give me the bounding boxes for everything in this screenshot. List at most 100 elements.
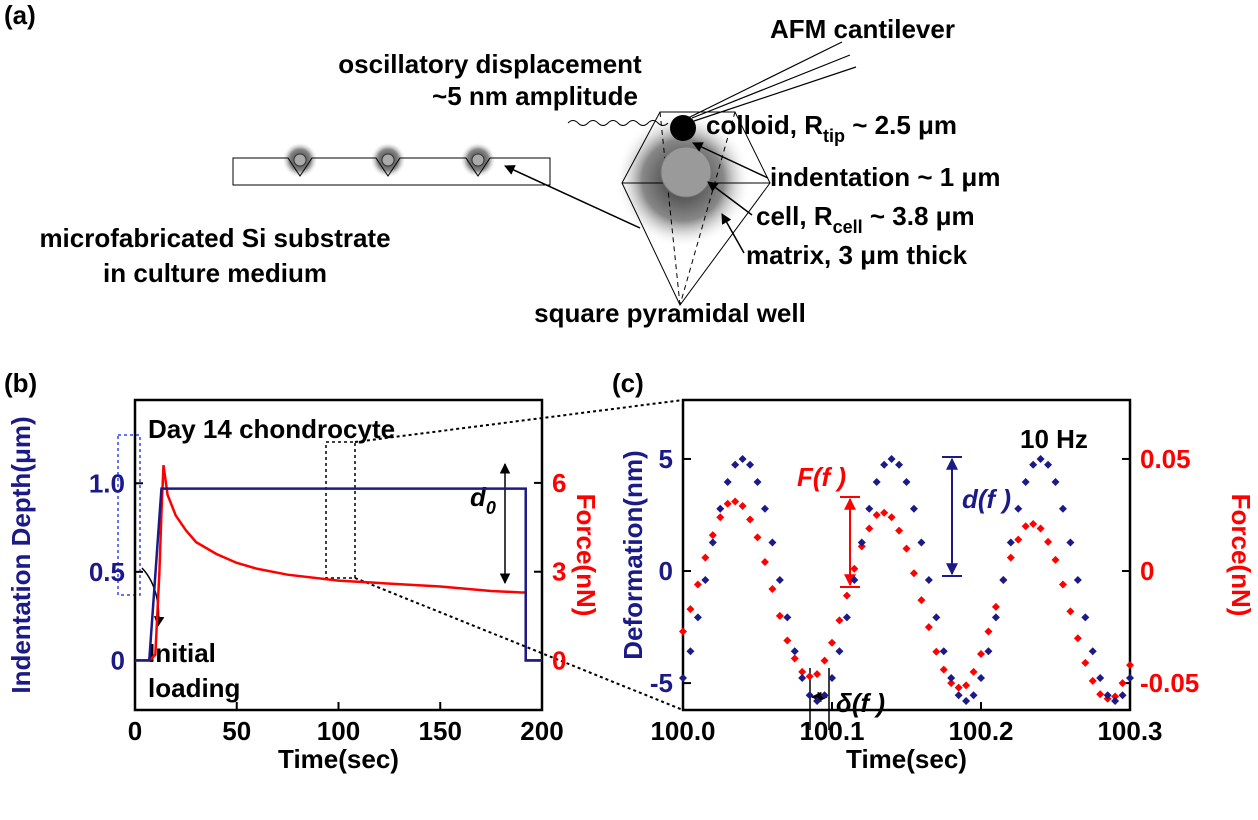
data-point xyxy=(1021,522,1030,531)
data-point xyxy=(820,656,829,665)
data-point xyxy=(977,673,985,682)
data-point xyxy=(708,538,717,547)
data-point xyxy=(738,502,747,511)
data-point xyxy=(947,673,956,682)
data-point xyxy=(924,575,933,584)
data-point xyxy=(865,504,874,513)
initial-arrow xyxy=(141,567,165,628)
x-tick-label: 100.3 xyxy=(1097,716,1162,746)
y2-tick-label: 0 xyxy=(1140,556,1154,586)
y2-tick-label: -0.05 xyxy=(1140,668,1199,698)
data-point xyxy=(842,591,851,600)
displacement-label: oscillatory displacement xyxy=(338,49,642,79)
data-point xyxy=(723,478,732,487)
pyramidal-well xyxy=(504,41,857,306)
data-point xyxy=(1014,504,1023,513)
initial-label: loading xyxy=(148,673,240,703)
y-tick-label: 0.5 xyxy=(89,557,125,587)
data-point xyxy=(760,558,769,567)
data-point xyxy=(917,596,926,605)
x-tick-label: 100.2 xyxy=(948,716,1013,746)
data-point xyxy=(1044,460,1053,469)
panel-label: (a) xyxy=(4,0,36,30)
data-point xyxy=(753,533,762,542)
substrate-label: microfabricated Si substrate xyxy=(39,223,390,253)
data-point xyxy=(880,508,889,517)
initial-label: Initial xyxy=(148,638,216,668)
chart-title: Day 14 chondrocyte xyxy=(148,414,395,444)
data-point xyxy=(991,602,1000,611)
subscript: tip xyxy=(823,126,845,146)
data-point xyxy=(1029,460,1038,469)
lag-label: δ(f ) xyxy=(836,688,885,718)
data-point xyxy=(969,691,978,700)
y2-tick-label: 0.05 xyxy=(1140,444,1191,474)
data-point xyxy=(947,679,956,688)
y2-axis-label: Force(nN) xyxy=(571,494,601,617)
data-point xyxy=(1126,673,1134,682)
zoom-box xyxy=(325,441,356,579)
x-tick-label: 100 xyxy=(317,716,360,746)
matrix-label: matrix, 3 μm thick xyxy=(746,240,968,270)
data-point xyxy=(805,691,814,700)
data-point xyxy=(716,504,725,513)
data-point xyxy=(746,460,755,469)
data-point xyxy=(1044,537,1053,546)
data-point xyxy=(984,647,993,656)
data-point xyxy=(686,647,695,656)
data-point xyxy=(820,691,829,700)
indentation-label: indentation ~ 1 μm xyxy=(770,162,1000,192)
force-amplitude-label: F(f ) xyxy=(797,462,846,492)
data-line xyxy=(135,487,542,662)
data-point xyxy=(798,673,807,682)
subscript: 0 xyxy=(486,498,496,518)
data-point xyxy=(872,478,881,487)
data-point xyxy=(902,544,911,553)
data-point xyxy=(1058,504,1067,513)
data-point xyxy=(828,673,836,682)
data-point xyxy=(775,611,784,620)
substrate-label: in culture medium xyxy=(103,258,327,288)
plot-frame xyxy=(681,398,1132,712)
y-axis-label: Deformation(nm) xyxy=(618,450,648,659)
data-point xyxy=(708,531,717,540)
x-tick-label: 200 xyxy=(520,716,563,746)
data-point xyxy=(880,460,889,469)
data-point xyxy=(842,613,851,622)
data-point xyxy=(835,616,844,625)
data-point xyxy=(939,665,948,674)
y-tick-label: 0 xyxy=(111,645,125,675)
data-point xyxy=(1036,524,1045,533)
data-point xyxy=(924,623,933,632)
data-point xyxy=(731,460,740,469)
cantilever-label: AFM cantilever xyxy=(770,14,955,44)
data-point xyxy=(1058,580,1067,589)
data-point xyxy=(887,454,896,463)
data-point xyxy=(1006,538,1015,547)
data-point xyxy=(991,613,1000,622)
displacement-amplitude-label: d(f ) xyxy=(962,484,1011,514)
data-point xyxy=(783,636,792,645)
data-point xyxy=(1111,697,1120,706)
data-point xyxy=(1081,613,1090,622)
data-point xyxy=(790,647,799,656)
well-label: square pyramidal well xyxy=(534,298,806,328)
subscript: cell xyxy=(833,217,863,237)
data-line xyxy=(135,464,542,662)
data-point xyxy=(835,647,844,656)
label-part: cell, R xyxy=(756,201,833,231)
data-point xyxy=(962,697,971,706)
data-point xyxy=(1088,647,1097,656)
data-point xyxy=(917,538,926,547)
data-point xyxy=(716,513,725,522)
label-part: ~ 3.8 μm xyxy=(863,201,975,231)
data-point xyxy=(1088,676,1097,685)
data-point xyxy=(850,564,859,573)
data-point xyxy=(1073,575,1082,584)
x-tick-label: 100.1 xyxy=(799,716,864,746)
data-point xyxy=(887,513,896,522)
panel-label: (c) xyxy=(612,368,644,398)
data-point xyxy=(1081,658,1090,667)
